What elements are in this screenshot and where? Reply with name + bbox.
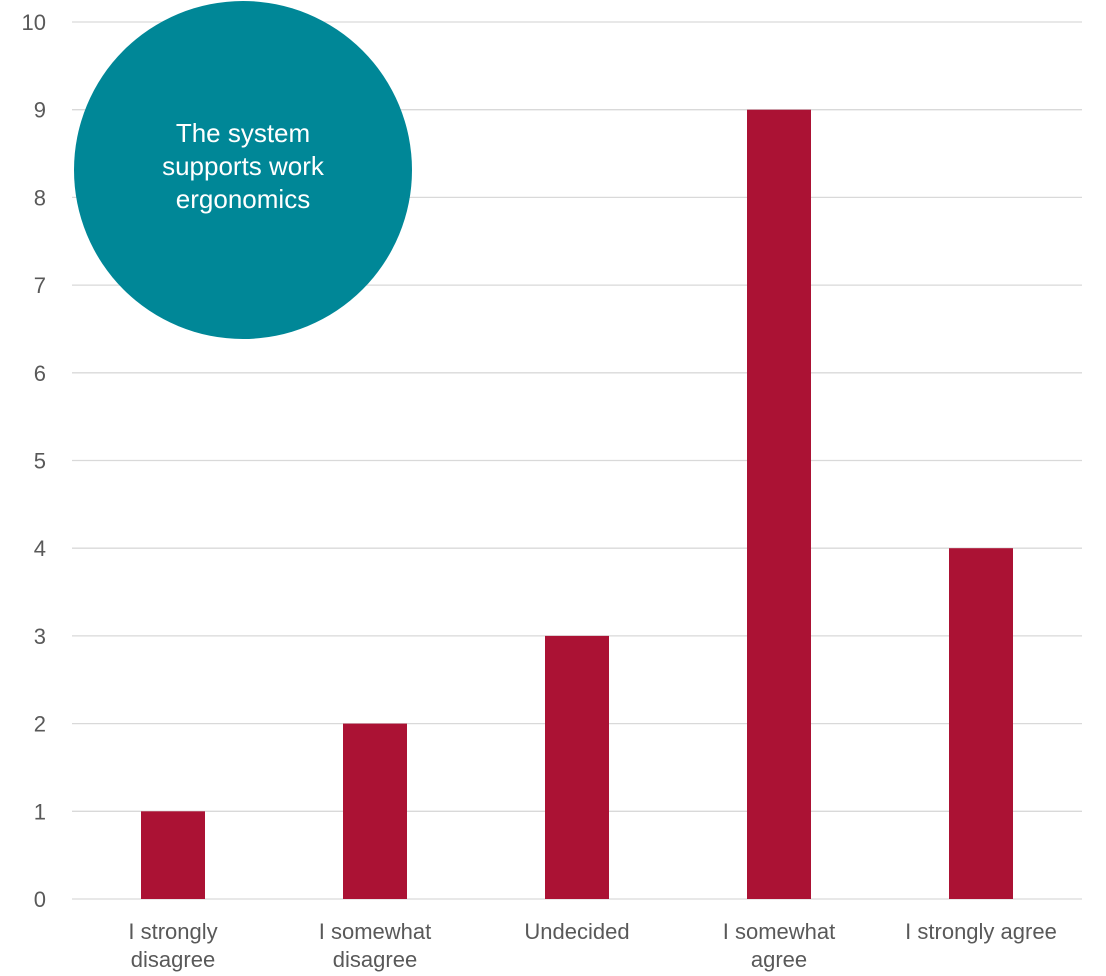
- category-label-4: I strongly agree: [905, 919, 1057, 944]
- category-label-3: I somewhat agree: [723, 919, 836, 972]
- x-axis-category-labels: I strongly disagree I somewhat disagree Unde…: [128, 919, 1056, 972]
- category-label-2: Undecided: [524, 919, 629, 944]
- y-tick-label-1: 1: [34, 799, 46, 824]
- y-tick-label-4: 4: [34, 536, 46, 561]
- y-tick-label-8: 8: [34, 185, 46, 210]
- y-axis-tick-labels: 0 1 2 3 4 5 6 7 8 9 10: [22, 10, 46, 912]
- y-tick-label-2: 2: [34, 712, 46, 737]
- annotation-text: The system supports work ergonomics: [162, 118, 325, 214]
- annotation-circle: [74, 1, 412, 339]
- bars: [141, 109, 1013, 899]
- category-label-0: I strongly disagree: [128, 919, 217, 972]
- bar-0: [141, 811, 205, 899]
- y-tick-label-0: 0: [34, 887, 46, 912]
- bar-3: [747, 109, 811, 899]
- y-tick-label-7: 7: [34, 273, 46, 298]
- bar-1: [343, 723, 407, 899]
- y-tick-label-10: 10: [22, 10, 46, 35]
- annotation-bubble: The system supports work ergonomics: [74, 1, 412, 339]
- category-label-1: I somewhat disagree: [319, 919, 432, 972]
- y-tick-label-6: 6: [34, 361, 46, 386]
- y-tick-label-3: 3: [34, 624, 46, 649]
- bar-2: [545, 635, 609, 899]
- y-tick-label-5: 5: [34, 449, 46, 474]
- bar-4: [949, 548, 1013, 899]
- y-tick-label-9: 9: [34, 98, 46, 123]
